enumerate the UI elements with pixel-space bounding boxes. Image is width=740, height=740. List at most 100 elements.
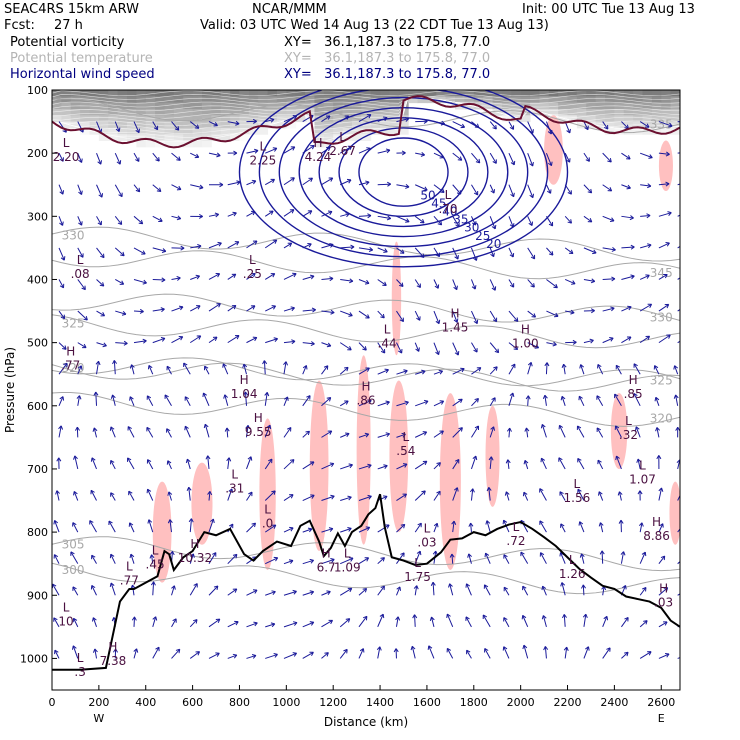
pv-shade-cell [539, 102, 550, 110]
wind-vector [602, 307, 615, 312]
wind-vector-head [202, 392, 207, 398]
wind-vector-head [465, 616, 470, 621]
wind-vector [452, 459, 460, 470]
pv-shade-cell [623, 108, 634, 116]
wind-vector [246, 491, 253, 501]
pv-shade-cell [380, 90, 390, 97]
pv-extremum-marker: L [344, 547, 351, 561]
wind-vector [96, 216, 102, 226]
wind-vector-head [311, 307, 316, 313]
wind-vector-head [614, 393, 619, 399]
wind-vector [167, 460, 172, 470]
wind-vector [114, 184, 123, 197]
wind-vector-head [653, 365, 659, 370]
wind-vector-head [110, 492, 115, 497]
wind-speed-contour [238, 90, 569, 268]
wind-vector-head [585, 157, 590, 162]
pv-shade-cell [117, 90, 128, 97]
wind-vector-head [560, 395, 566, 401]
pv-shade-cell [623, 127, 634, 135]
wind-vector-head [386, 181, 392, 187]
wind-vector-head [673, 365, 678, 370]
wind-vector-head [212, 336, 218, 342]
pv-contour-line [52, 90, 680, 96]
wind-vector-head [270, 622, 276, 628]
pv-shade-cell [361, 90, 372, 97]
wind-vector [283, 209, 295, 217]
pv-shade-cell [670, 108, 680, 116]
wind-vector-head [642, 586, 647, 592]
wind-vector [377, 465, 388, 470]
wind-vector-head [273, 653, 278, 658]
wind-vector [283, 361, 287, 375]
wind-vector-head [253, 621, 258, 627]
wind-vector [471, 398, 479, 407]
pv-extremum-marker: L [77, 253, 84, 267]
pv-shade-cell [370, 108, 381, 116]
wind-vector-head [129, 553, 135, 559]
pv-shade-cell [436, 90, 447, 97]
wind-vector [640, 244, 652, 249]
pv-shade-cell [201, 108, 212, 116]
pv-extremum-marker: L [414, 556, 421, 570]
wind-vector [471, 184, 479, 196]
wind-vector [563, 614, 566, 627]
wind-vector [110, 582, 116, 596]
wind-vector-head [310, 145, 315, 150]
wind-vector-head [399, 249, 405, 254]
pv-shade-cell [323, 90, 334, 97]
pv-shade-cell [511, 102, 522, 110]
wind-vector [489, 152, 497, 164]
wind-vector [540, 457, 547, 470]
wind-vector-head [598, 491, 603, 496]
field-xy-wind: XY= 36.1,187.3 to 175.8, 77.0 [284, 67, 491, 82]
theta-contour [52, 362, 680, 392]
wind-vector [658, 523, 664, 533]
wind-vector [503, 554, 510, 564]
wind-vector-head [309, 621, 315, 626]
wind-vector [377, 613, 384, 628]
wind-vector [452, 342, 459, 356]
wind-vector-head [547, 161, 553, 167]
pv-shade-cell [145, 108, 156, 116]
wind-vector-head [176, 215, 182, 221]
pv-shade-cell [126, 90, 137, 97]
wind-vector-head [626, 155, 631, 160]
pv-shade-cell [155, 90, 165, 97]
wind-vector [340, 213, 350, 217]
wind-vector [58, 279, 64, 289]
wind-vector-head [473, 348, 478, 353]
wind-vector-head [439, 430, 444, 435]
wind-vector [56, 490, 60, 501]
wind-vector-head [439, 400, 445, 405]
wind-vector-head [558, 457, 563, 462]
wind-vector [414, 550, 421, 564]
wind-vector-head [251, 522, 257, 528]
wind-vector [147, 459, 154, 470]
wind-vector [189, 121, 200, 129]
valid-time: Valid: 03 UTC Wed 14 Aug 13 (22 CDT Tue … [200, 18, 549, 33]
wind-vector [527, 184, 534, 198]
pv-shade-cell [70, 121, 81, 129]
wind-vector-head [52, 583, 57, 589]
wind-vector-head [108, 520, 113, 526]
wind-vector [152, 247, 166, 252]
wind-vector-head [100, 312, 106, 317]
wind-vector [246, 654, 257, 659]
wind-vector [133, 184, 141, 193]
wind-vector [658, 487, 663, 501]
wind-vector [112, 394, 116, 406]
wind-vector [601, 550, 604, 564]
pv-shade-cell [173, 140, 184, 148]
pv-shade-cell [455, 96, 465, 104]
cloud-patch [259, 418, 276, 570]
pv-shade-cell [333, 127, 344, 135]
wind-speed-label: 35 [453, 213, 468, 227]
wind-vector [77, 247, 84, 258]
wind-vector-head [398, 349, 403, 354]
wind-vector [527, 279, 535, 288]
wind-vector [340, 557, 354, 565]
wind-vector-head [251, 273, 256, 278]
wind-vector-head [686, 588, 690, 592]
pv-contour-line [52, 94, 680, 100]
